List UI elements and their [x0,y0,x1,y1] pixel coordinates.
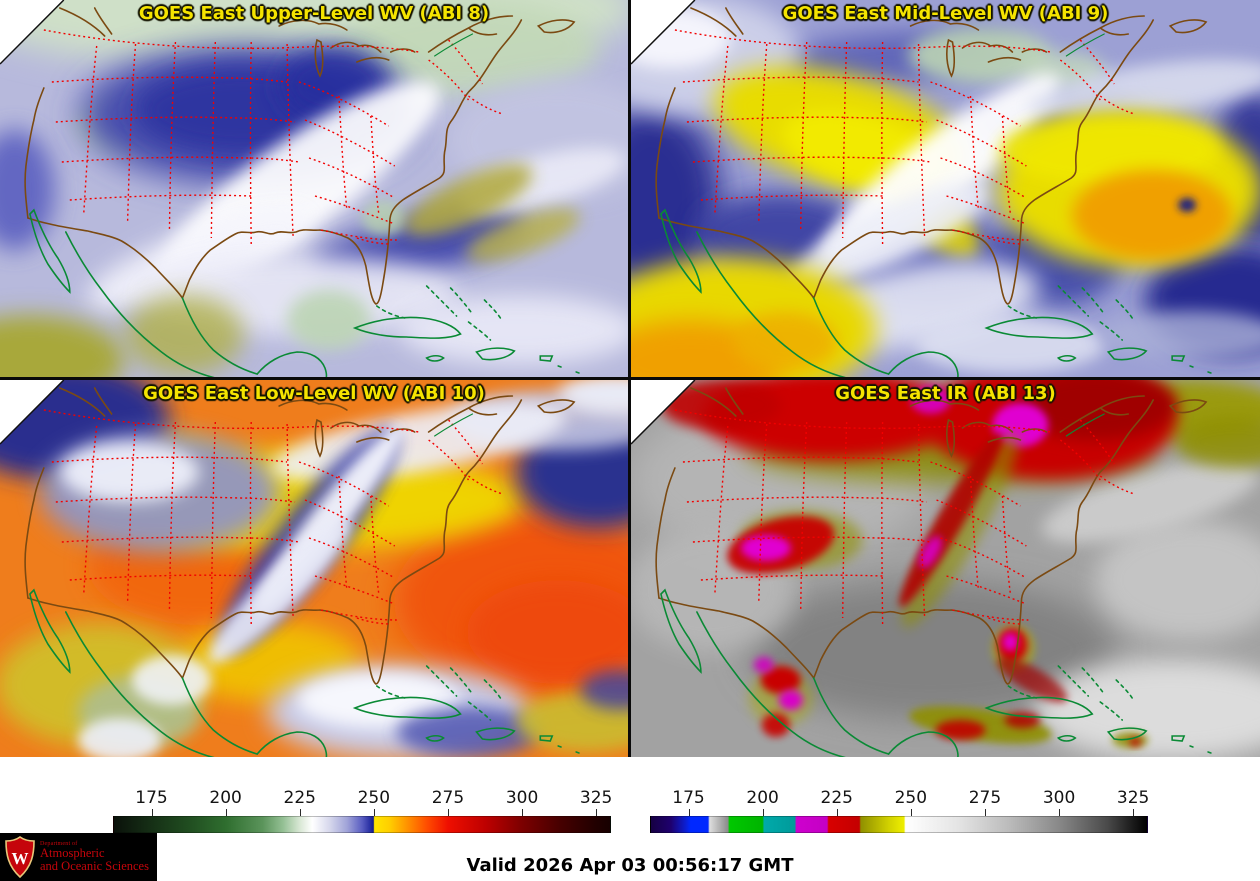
colorbar-tick-mark [151,809,153,816]
colorbar-tick-mark [910,809,912,816]
logo-text: Department of Atmospheric and Oceanic Sc… [40,841,149,873]
panel-abi8: GOES East Upper-Level WV (ABI 8) [0,0,628,377]
colorbar-tick-mark [596,809,598,816]
colorbar-tick-label: 275 [968,788,1002,808]
ir-colorbar-gradient [650,816,1148,833]
colorbar-tick-mark [688,809,690,816]
satellite-image-abi9 [631,0,1260,377]
colorbar-tick-mark [522,809,524,816]
colorbar-tick-label: 250 [357,788,391,808]
logo-dept-line: Department of [40,840,78,847]
colorbar-tick-mark [299,809,301,816]
panel-abi10: GOES East Low-Level WV (ABI 10) [0,380,628,757]
colorbar-tick-mark [762,809,764,816]
colorbar-tick-label: 200 [209,788,242,808]
wv-colorbar-labels: 175 200 225 250 275 300 325 [113,788,613,808]
uw-crest-icon: W [5,836,35,878]
colorbar-tick-label: 300 [505,788,539,808]
colorbar-tick-label: 275 [431,788,465,808]
colorbar-tick-label: 200 [746,788,779,808]
panel-abi9: GOES East Mid-Level WV (ABI 9) [631,0,1260,377]
colorbar-tick-label: 325 [579,788,613,808]
panel-abi13: GOES East IR (ABI 13) [631,380,1260,757]
satellite-image-abi13 [631,380,1260,757]
logo-line-1: Atmospheric [40,846,105,861]
uw-aos-logo: W Department of Atmospheric and Oceanic … [0,833,157,881]
ir-colorbar: 175 200 225 250 275 300 325 [650,788,1150,833]
ir-colorbar-labels: 175 200 225 250 275 300 325 [650,788,1150,808]
colorbar-tick-mark [836,809,838,816]
colorbar-tick-mark [984,809,986,816]
satellite-image-abi10 [0,380,628,757]
colorbar-tick-label: 225 [283,788,316,808]
colorbar-tick-mark [1133,809,1135,816]
satellite-quad-grid: GOES East Upper-Level WV (ABI 8) [0,0,1260,757]
colorbar-tick-label: 225 [820,788,853,808]
colorbar-tick-mark [1059,809,1061,816]
colorbar-tick-label: 300 [1042,788,1076,808]
colorbar-tick-label: 250 [894,788,928,808]
colorbar-tick-label: 175 [135,788,168,808]
colorbar-tick-mark [447,809,449,816]
colorbar-tick-mark [225,809,227,816]
colorbar-tick-label: 325 [1116,788,1150,808]
colorbar-tick-mark [373,809,375,816]
wv-colorbar-gradient [113,816,611,833]
footer-strip: 175 200 225 250 275 300 325 175 200 225 250 275 300… [0,757,1260,881]
uw-monogram: W [12,849,29,868]
logo-line-2: and Oceanic Sciences [40,859,149,874]
wv-colorbar-ticks [113,808,611,816]
valid-timestamp: Valid 2026 Apr 03 00:56:17 GMT [466,855,794,876]
satellite-image-abi8 [0,0,628,377]
colorbar-tick-label: 175 [672,788,705,808]
ir-colorbar-ticks [650,808,1148,816]
wv-colorbar: 175 200 225 250 275 300 325 [113,788,613,833]
